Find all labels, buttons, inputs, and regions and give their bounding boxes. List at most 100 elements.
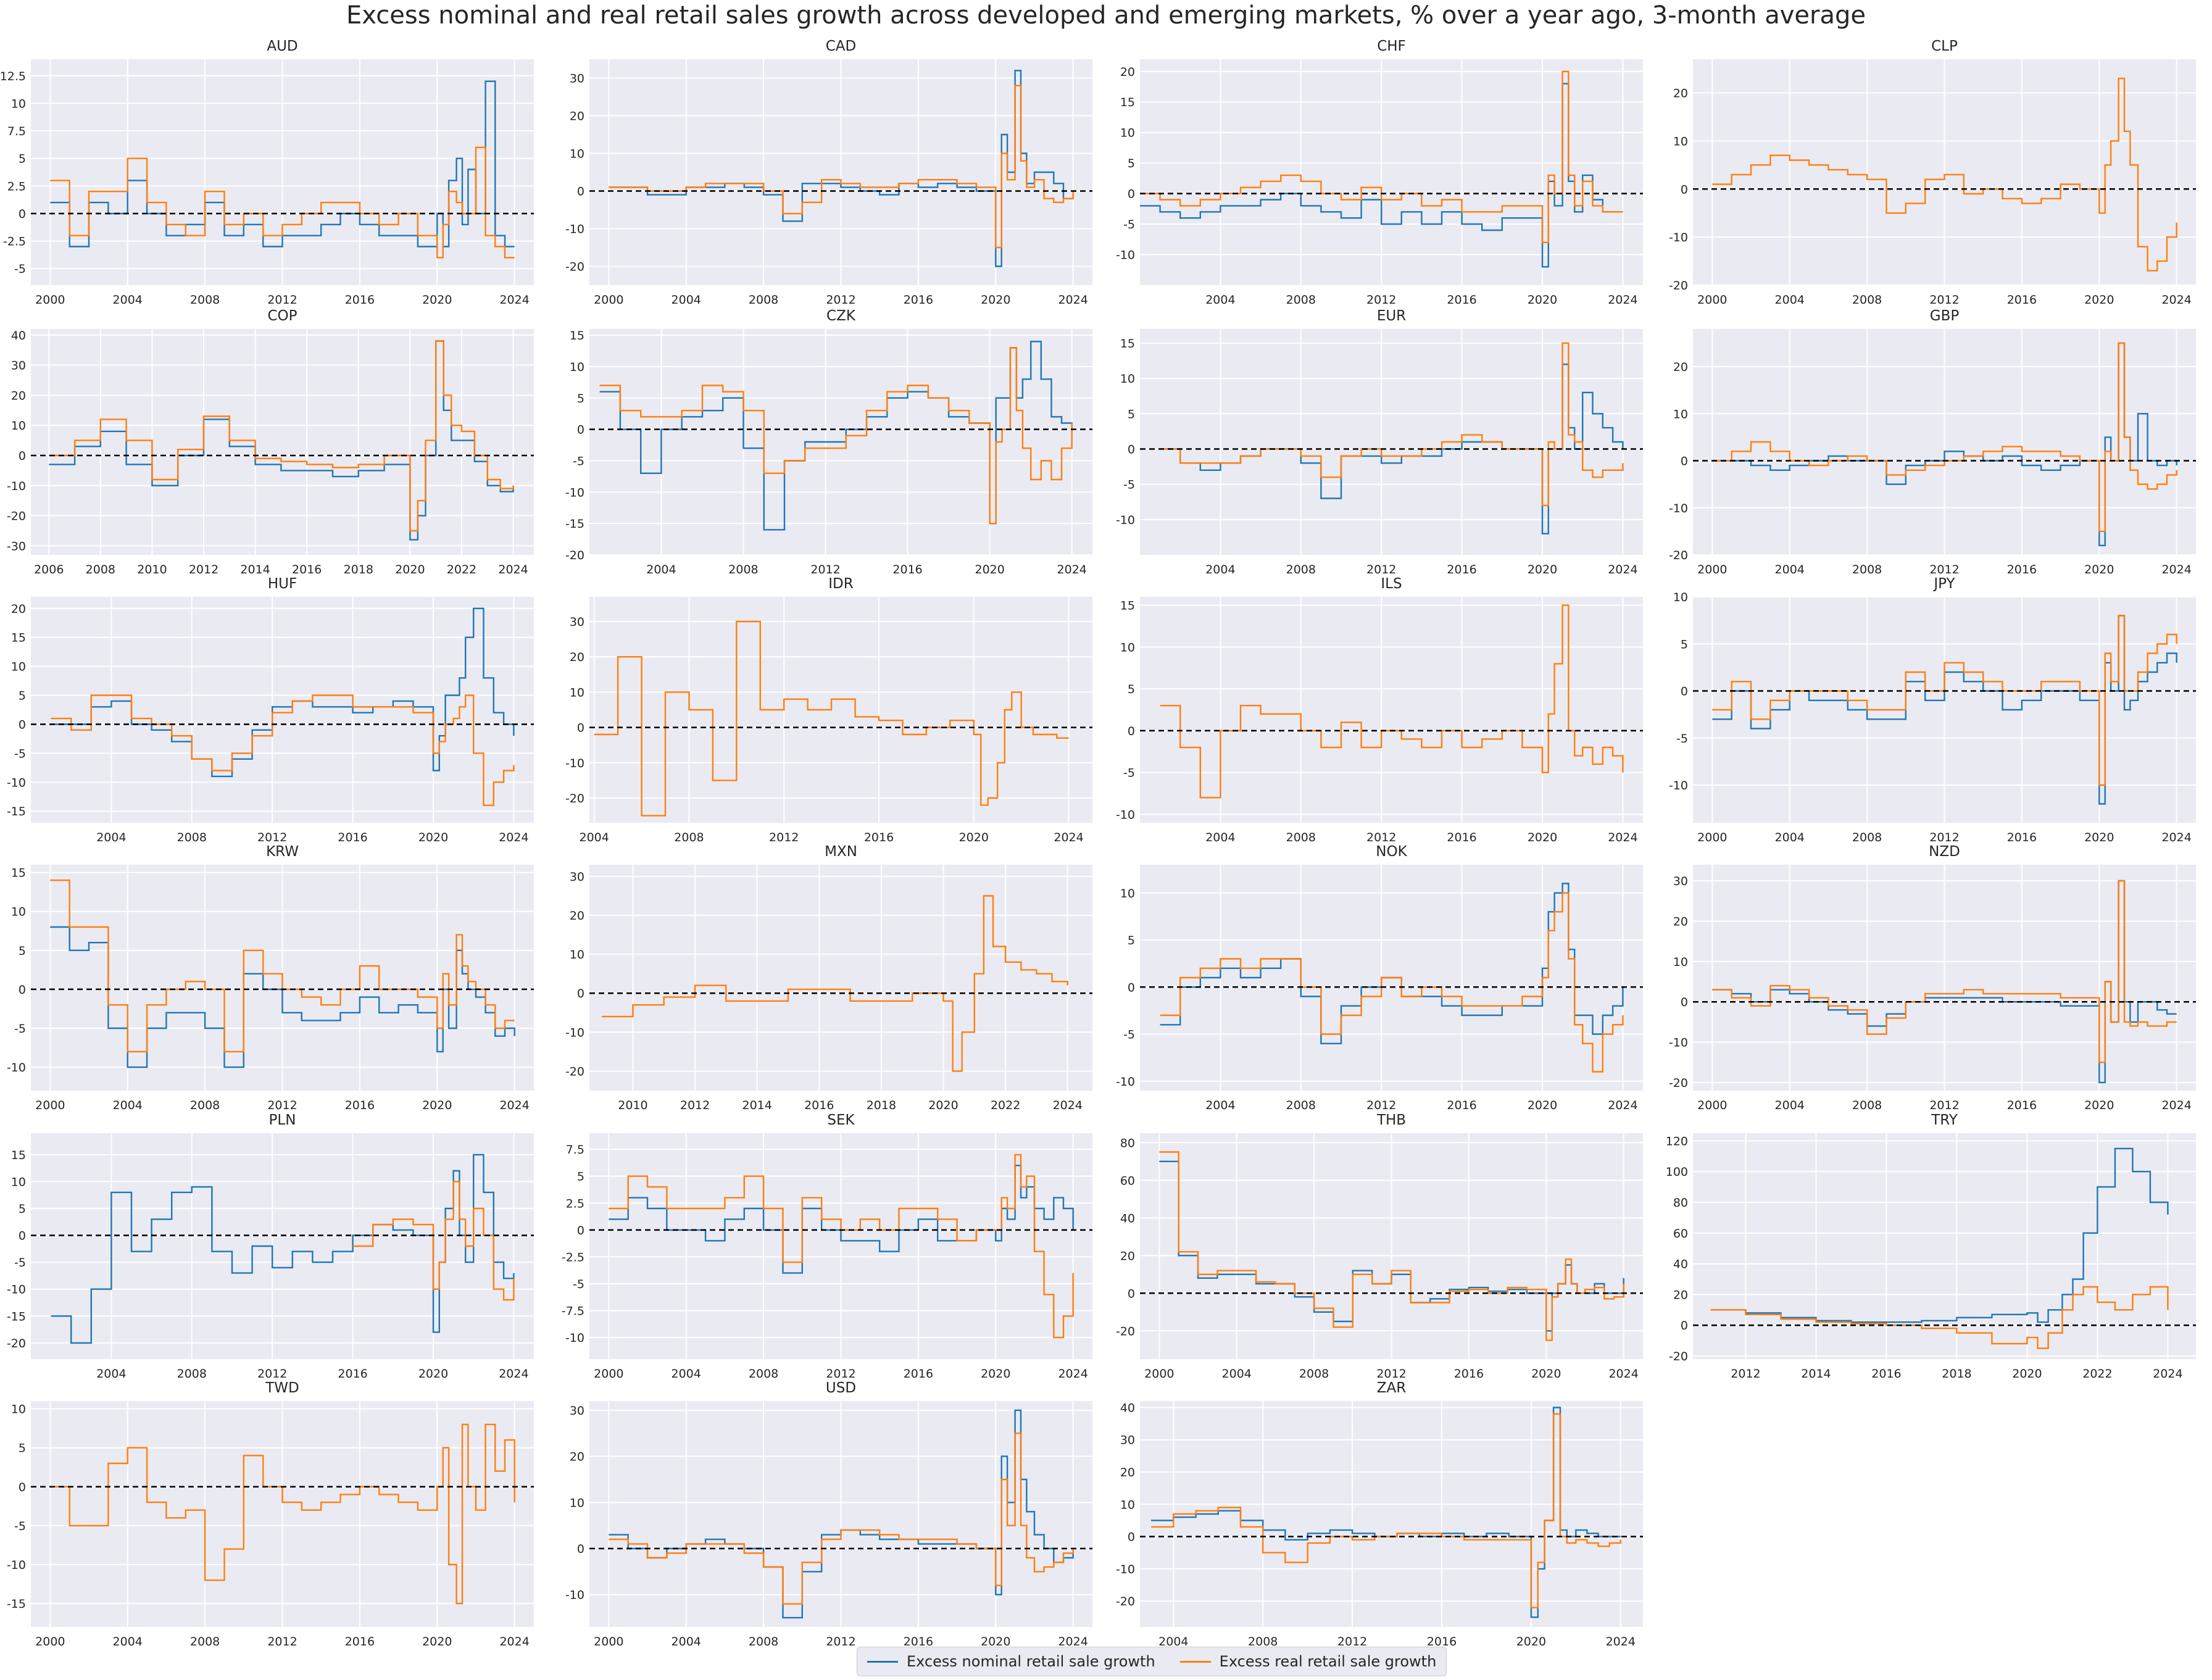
- x-tick-label: 2000: [1697, 1099, 1727, 1112]
- series-line-nominal: [599, 341, 1073, 531]
- x-tick-label: 2004: [113, 1635, 143, 1649]
- plot-area: [31, 597, 534, 823]
- y-tick-label: 40: [11, 329, 26, 343]
- x-tick-label: 2004: [1205, 293, 1235, 307]
- x-tick-label: 2018: [867, 1099, 896, 1112]
- x-tick-label: 2000: [594, 1367, 623, 1381]
- x-tick-label: 2012: [257, 831, 287, 844]
- x-tick-label: 2020: [422, 293, 452, 307]
- panel-cad: 2000 2004 2008 2012 2016 2020 2024 -20 -10 0 10 20 3…: [565, 38, 1092, 307]
- panel-title: GBP: [1930, 308, 1960, 324]
- series-line-real: [609, 85, 1074, 249]
- y-tick-label: 40: [1673, 1258, 1688, 1271]
- x-tick-label: 2008: [86, 563, 115, 576]
- x-tick-label: 2024: [2161, 563, 2191, 576]
- y-tick-label: 10: [1120, 887, 1135, 900]
- x-tick-label: 2016: [1871, 1367, 1901, 1381]
- x-tick-label: 2024: [2153, 1367, 2182, 1381]
- plot-area: [31, 1133, 534, 1359]
- y-tick-label: -20: [565, 792, 584, 805]
- y-tick-label: 0: [19, 1481, 26, 1494]
- y-tick-label: 5: [1681, 638, 1688, 651]
- y-tick-label: 5: [1128, 407, 1135, 421]
- x-tick-label: 2004: [96, 1367, 126, 1381]
- panel-title: PLN: [269, 1112, 296, 1128]
- y-tick-label: 20: [1673, 915, 1688, 929]
- x-tick-label: 2004: [1205, 563, 1235, 576]
- y-tick-label: 20: [570, 110, 584, 123]
- panel-pln: 2004 2008 2012 2016 2020 2024 -20 -15 -10 -5 0 5 10 1…: [7, 1112, 534, 1381]
- y-tick-label: 20: [1120, 1466, 1135, 1479]
- x-tick-label: 2016: [2007, 563, 2037, 576]
- y-tick-label: 10: [1673, 135, 1688, 148]
- x-tick-label: 2008: [1286, 831, 1316, 844]
- x-tick-label: 2022: [447, 563, 476, 576]
- y-tick-label: -5: [1123, 478, 1135, 492]
- series-line-real: [50, 880, 515, 1053]
- y-tick-label: 0: [19, 718, 26, 731]
- x-tick-label: 2016: [1427, 1635, 1457, 1649]
- y-tick-label: 5: [19, 1202, 26, 1216]
- x-tick-label: 2000: [35, 1099, 65, 1112]
- panel-title: HUF: [268, 576, 297, 592]
- panel-idr: 2004 2008 2012 2016 2020 2024 -20 -10 0 10 20 30 IDR: [565, 576, 1092, 844]
- y-tick-label: -5: [573, 1278, 584, 1291]
- y-tick-label: 20: [570, 651, 584, 664]
- x-tick-label: 2020: [422, 1635, 452, 1649]
- panel-thb: 2000 2004 2008 2012 2016 2020 2024 -20 0 20 40 60 80…: [1116, 1112, 1643, 1381]
- y-tick-label: -10: [7, 776, 26, 789]
- series-line-real: [594, 620, 1069, 817]
- legend-label-real: Excess real retail sale growth: [1219, 1653, 1437, 1670]
- y-tick-label: -10: [1669, 502, 1688, 515]
- y-tick-label: -5: [14, 1022, 26, 1036]
- y-tick-label: 0: [1681, 1319, 1688, 1333]
- y-tick-label: 2.5: [7, 180, 26, 193]
- y-tick-label: 20: [1120, 65, 1135, 79]
- y-tick-label: 7.5: [7, 125, 26, 138]
- y-tick-label: 15: [1120, 96, 1135, 109]
- series-line-nominal: [51, 1154, 515, 1344]
- panel-try: 2012 2014 2016 2018 2020 2022 2024 -20 0 20 40 60 80…: [1666, 1112, 2196, 1381]
- x-tick-label: 2004: [1775, 293, 1805, 307]
- y-tick-label: -5: [1123, 218, 1135, 231]
- y-tick-label: -20: [1669, 549, 1688, 562]
- panel-chf: 2004 2008 2012 2016 2020 2024 -10 -5 0 5 10 15 20 CHF: [1116, 38, 1643, 307]
- panel-ils: 2004 2008 2012 2016 2020 2024 -10 -5 0 5 10 15 ILS: [1116, 576, 1643, 844]
- y-tick-label: 10: [570, 948, 584, 962]
- x-tick-label: 2016: [2007, 831, 2037, 844]
- y-tick-label: -20: [1116, 1324, 1135, 1338]
- x-tick-label: 2024: [499, 831, 528, 844]
- panel-nok: 2004 2008 2012 2016 2020 2024 -10 -5 0 5 10 NOK: [1116, 844, 1643, 1112]
- y-tick-label: 40: [1120, 1212, 1135, 1225]
- y-tick-label: 0: [1128, 725, 1135, 738]
- x-tick-label: 2020: [422, 1099, 452, 1112]
- x-tick-label: 2020: [981, 293, 1010, 307]
- y-tick-label: 7.5: [566, 1143, 584, 1157]
- series-line-real: [609, 1154, 1074, 1339]
- y-tick-label: 10: [1120, 127, 1135, 140]
- x-tick-label: 2016: [1447, 1099, 1476, 1112]
- x-tick-label: 2012: [680, 1099, 710, 1112]
- y-tick-label: 10: [1120, 372, 1135, 386]
- x-tick-label: 2000: [594, 1635, 623, 1649]
- x-tick-label: 2016: [804, 1099, 834, 1112]
- y-tick-label: -10: [1669, 1036, 1688, 1050]
- x-tick-label: 2016: [904, 293, 933, 307]
- x-tick-label: 2024: [499, 1635, 529, 1649]
- x-tick-label: 2012: [257, 1367, 287, 1381]
- series-line-real: [609, 1433, 1074, 1605]
- x-tick-label: 2012: [1376, 1367, 1406, 1381]
- y-tick-label: 10: [570, 1496, 584, 1510]
- y-tick-label: -7.5: [562, 1305, 584, 1318]
- x-tick-label: 2000: [35, 293, 65, 307]
- x-tick-label: 2004: [1205, 1099, 1235, 1112]
- y-tick-label: 60: [1673, 1227, 1688, 1241]
- x-tick-label: 2008: [749, 1367, 778, 1381]
- plot-area: [589, 865, 1092, 1091]
- x-tick-label: 2008: [1286, 1099, 1316, 1112]
- y-tick-label: -5: [14, 1256, 26, 1270]
- x-tick-label: 2024: [499, 1367, 528, 1381]
- x-tick-label: 2012: [267, 293, 297, 307]
- x-tick-label: 2012: [1731, 1367, 1760, 1381]
- y-tick-label: -20: [7, 1337, 26, 1350]
